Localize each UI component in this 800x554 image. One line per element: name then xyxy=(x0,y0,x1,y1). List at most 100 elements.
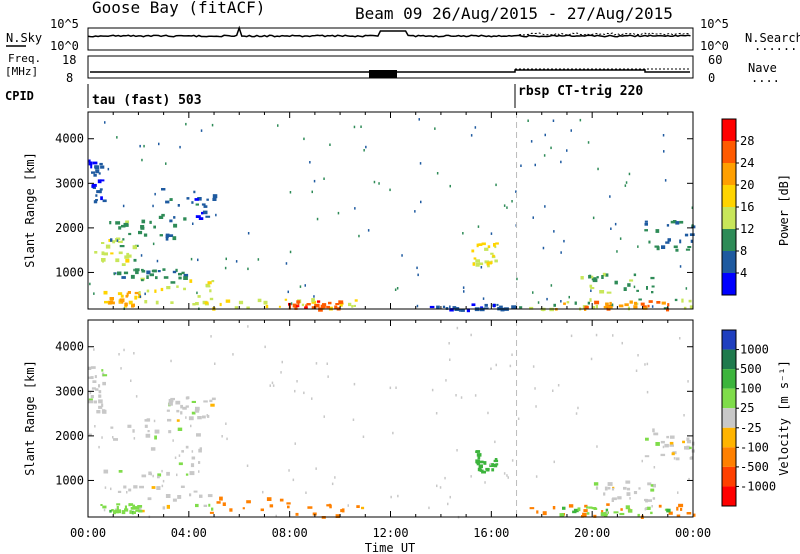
range-cell xyxy=(124,302,128,307)
range-cell xyxy=(305,304,308,307)
noise-cell xyxy=(418,118,420,121)
freq-tick-18: 18 xyxy=(62,53,76,67)
range-cell xyxy=(477,455,481,460)
colorbar-swatch xyxy=(722,349,736,370)
nsky-label: N.Sky xyxy=(6,31,42,45)
range-cell xyxy=(600,512,606,517)
x-tick-label: 00:00 xyxy=(70,526,106,540)
noise-cell xyxy=(172,439,174,442)
noise-cell xyxy=(516,277,518,281)
noise-cell xyxy=(445,379,447,382)
noise-cell xyxy=(123,348,125,352)
range-cell xyxy=(195,503,199,508)
range-cell xyxy=(105,244,111,249)
noise-cell xyxy=(552,119,555,122)
noise-cell xyxy=(290,302,293,305)
range-cell xyxy=(123,271,129,275)
range-cell xyxy=(686,512,692,515)
range-cell xyxy=(492,254,495,257)
range-cell xyxy=(176,419,180,422)
range-cell xyxy=(625,505,630,510)
y-tick-label: 4000 xyxy=(55,132,84,146)
noise-cell xyxy=(200,129,203,132)
noise-cell xyxy=(463,290,465,293)
range-cell xyxy=(143,233,148,237)
range-cell xyxy=(185,473,189,476)
range-cell xyxy=(606,503,610,506)
noise-cell xyxy=(140,254,143,257)
range-cell xyxy=(670,220,676,224)
range-cell xyxy=(317,303,320,308)
range-cell xyxy=(166,409,170,412)
range-cell xyxy=(176,409,180,413)
noise-cell xyxy=(532,291,534,294)
range-cell xyxy=(111,301,115,305)
range-cell xyxy=(225,299,231,303)
noise-cell xyxy=(455,394,457,397)
range-cell xyxy=(476,453,482,457)
range-cell xyxy=(113,510,116,515)
range-cell xyxy=(95,169,100,174)
range-cell xyxy=(679,239,682,244)
range-cell xyxy=(103,290,108,295)
noise-cell xyxy=(460,396,463,399)
range-cell xyxy=(182,406,187,410)
noise-cell xyxy=(530,140,533,143)
noise-cell xyxy=(553,460,555,464)
range-cell xyxy=(496,303,499,306)
range-cell xyxy=(103,252,108,256)
range-cell xyxy=(559,513,565,517)
noise-cell xyxy=(527,119,529,122)
noise-cell xyxy=(679,265,682,268)
noise-cell xyxy=(487,411,489,415)
range-cell xyxy=(494,458,498,461)
noise-cell xyxy=(477,225,480,228)
range-cell xyxy=(339,303,343,307)
range-cell xyxy=(127,424,132,428)
range-cell xyxy=(100,165,105,169)
range-cell xyxy=(586,506,589,509)
range-cell xyxy=(661,301,666,305)
noise-cell xyxy=(112,436,114,439)
noise-cell xyxy=(651,505,653,508)
range-cell xyxy=(646,506,651,510)
range-cell xyxy=(678,503,684,508)
noise-cell xyxy=(135,395,138,398)
range-cell xyxy=(475,459,480,464)
range-cell xyxy=(88,400,93,404)
noise-cell xyxy=(595,333,598,337)
range-cell xyxy=(102,409,107,414)
noise-cell xyxy=(89,282,91,286)
range-cell xyxy=(592,306,595,310)
noise-cell xyxy=(281,360,283,364)
noise-cell xyxy=(313,179,316,183)
range-cell xyxy=(605,273,609,277)
noise-cell xyxy=(535,475,538,478)
range-cell xyxy=(104,300,109,304)
power-ylabel: Slant Range [km] xyxy=(23,152,37,268)
range-cell xyxy=(475,259,480,263)
range-cell xyxy=(644,229,648,232)
range-cell xyxy=(91,171,95,174)
range-cell xyxy=(207,281,212,285)
range-cell xyxy=(647,482,652,486)
range-cell xyxy=(115,221,121,225)
range-cell xyxy=(98,384,101,388)
range-cell xyxy=(485,467,490,471)
range-cell xyxy=(613,511,619,514)
range-cell xyxy=(483,461,487,465)
noise-cell xyxy=(358,234,360,238)
range-cell xyxy=(139,485,144,489)
range-cell xyxy=(611,498,614,502)
x-tick-label: 00:00 xyxy=(675,526,711,540)
range-cell xyxy=(552,506,556,510)
range-cell xyxy=(314,303,319,308)
noise-cell xyxy=(110,487,112,491)
range-cell xyxy=(592,278,598,283)
range-cell xyxy=(481,242,486,246)
range-cell xyxy=(98,399,103,404)
range-cell xyxy=(115,258,120,263)
cluster-9 xyxy=(593,480,656,503)
noise-cell xyxy=(323,415,325,418)
range-cell xyxy=(209,289,212,293)
